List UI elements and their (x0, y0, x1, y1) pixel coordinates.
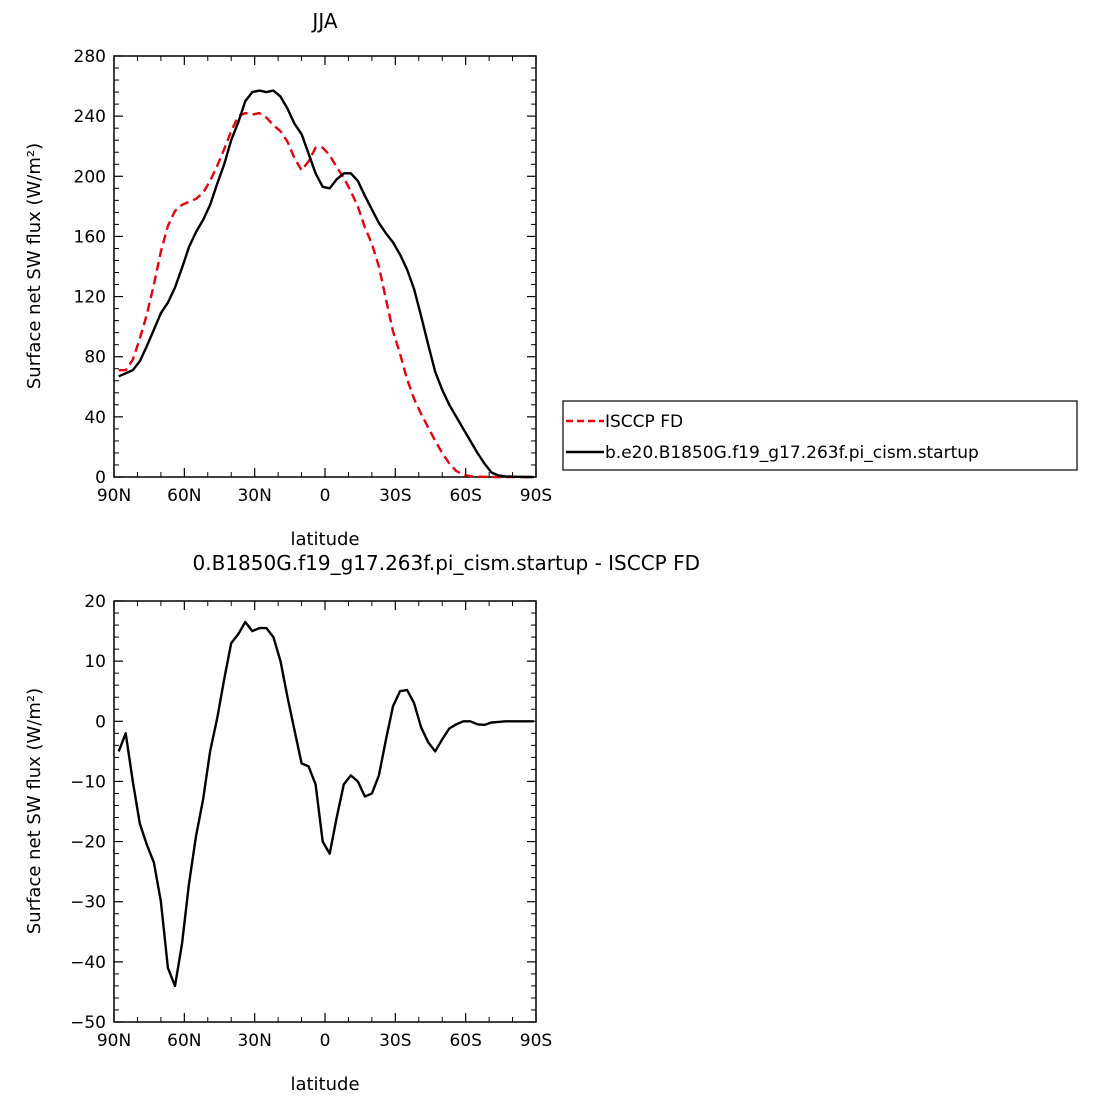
top-y-tick-label: 40 (84, 408, 106, 428)
bottom-chart-title: 0.B1850G.f19_g17.263f.pi_cism.startup - … (193, 551, 700, 575)
legend-label-model: b.e20.B1850G.f19_g17.263f.pi_cism.startu… (605, 443, 979, 463)
top-plot-frame (113, 55, 537, 478)
bottom-x-tick-label: 90N (97, 1031, 131, 1051)
bottom-y-tick-label: 0 (95, 712, 106, 732)
bottom-y-tick-label: −20 (70, 833, 106, 853)
top-x-tick-label: 30S (379, 486, 411, 506)
top-x-tick-label: 0 (320, 486, 331, 506)
top-series-line-0 (118, 111, 534, 479)
bottom-x-tick-label: 30N (237, 1031, 271, 1051)
bottom-x-tick-label: 30S (379, 1031, 411, 1051)
bottom-x-tick-label: 60N (167, 1031, 201, 1051)
top-y-tick-label: 280 (74, 47, 106, 67)
top-panel: JJA 90N 60N 30N 0 30S 60S 90S 0 40 80 120 160 200 240… (24, 9, 552, 550)
bottom-y-axis-label: Surface net SW flux (W/m²) (24, 688, 45, 934)
bottom-y-tick-label: −30 (70, 893, 106, 913)
bottom-x-axis-label: latitude (290, 1074, 359, 1095)
top-y-tick-label: 0 (95, 468, 106, 488)
bottom-y-tick-label: −10 (70, 772, 106, 792)
top-y-tick-label: 120 (74, 288, 106, 308)
top-y-tick-label: 200 (74, 167, 106, 187)
bottom-axis-ticks: 90N 60N 30N 0 30S 60S 90S −50 −40 −30 −20 −10 0 10 20 (70, 592, 552, 1051)
bottom-x-tick-label: 60S (449, 1031, 481, 1051)
top-x-axis-label: latitude (290, 529, 359, 550)
top-series-group (118, 89, 534, 479)
legend-label-isccp: ISCCP FD (605, 412, 683, 432)
bottom-y-tick-label: 20 (84, 592, 106, 612)
top-x-tick-label: 60S (449, 486, 481, 506)
top-y-tick-label: 160 (74, 227, 106, 247)
top-x-tick-label: 90S (520, 486, 552, 506)
top-x-tick-label: 90N (97, 486, 131, 506)
top-axis-ticks: 90N 60N 30N 0 30S 60S 90S 0 40 80 120 160 200 240 280 (74, 47, 553, 506)
bottom-y-tick-label: 10 (84, 652, 106, 672)
top-y-tick-label: 240 (74, 107, 106, 127)
top-x-tick-label: 60N (167, 486, 201, 506)
bottom-y-tick-label: −40 (70, 953, 106, 973)
top-chart-title: JJA (310, 9, 337, 33)
bottom-plot-frame (113, 600, 537, 1023)
bottom-series-group (117, 620, 534, 988)
bottom-x-tick-label: 90S (520, 1031, 552, 1051)
top-series-line-1 (118, 89, 534, 479)
bottom-y-tick-label: −50 (70, 1013, 106, 1033)
top-y-axis-label: Surface net SW flux (W/m²) (24, 143, 45, 389)
bottom-series-line-0 (117, 620, 534, 988)
top-x-tick-label: 30N (237, 486, 271, 506)
bottom-panel: 0.B1850G.f19_g17.263f.pi_cism.startup - … (24, 551, 700, 1095)
legend-box (562, 400, 1078, 471)
top-y-tick-label: 80 (84, 348, 106, 368)
legend: ISCCP FD b.e20.B1850G.f19_g17.263f.pi_ci… (562, 400, 1078, 471)
bottom-x-tick-label: 0 (320, 1031, 331, 1051)
